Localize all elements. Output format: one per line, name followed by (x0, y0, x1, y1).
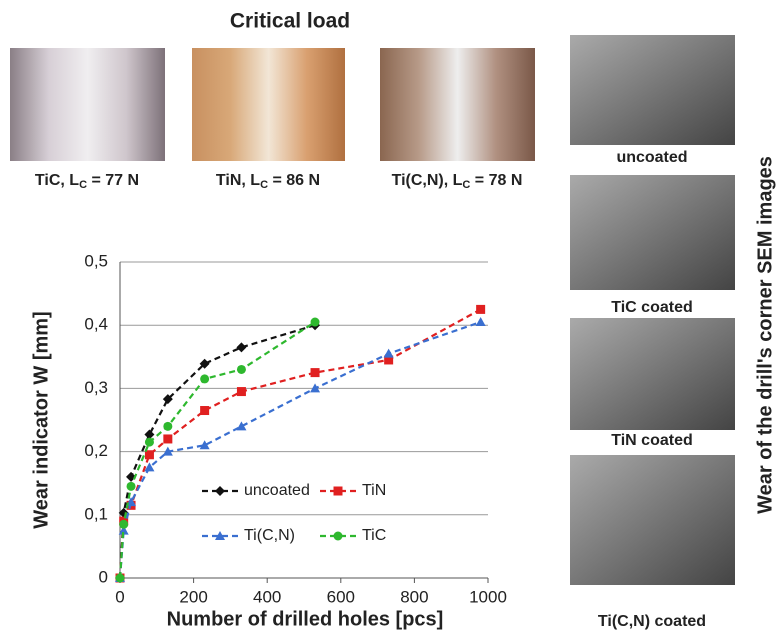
caption-subscript: C (462, 179, 470, 191)
data-point (311, 318, 320, 327)
legend-label: TiC (362, 527, 386, 544)
legend-marker (334, 532, 343, 541)
data-point (145, 438, 154, 447)
data-point (200, 406, 209, 415)
caption-text: = 86 N (268, 172, 320, 189)
figure: Critical load TiC, LC = 77 NTiN, LC = 86… (0, 0, 781, 634)
data-point (476, 317, 486, 326)
data-point (311, 368, 320, 377)
sem-image (570, 455, 735, 585)
data-point (384, 349, 394, 358)
legend-label: Ti(C,N) (244, 527, 295, 544)
data-point (163, 434, 172, 443)
x-tick-label: 800 (400, 587, 428, 606)
legend-marker (215, 486, 225, 496)
scratch-caption: TiN, LC = 86 N (216, 172, 320, 191)
y-tick-label: 0,1 (84, 504, 108, 523)
scratch-caption: TiC, LC = 77 N (35, 172, 139, 191)
header-title: Critical load (230, 10, 350, 33)
x-tick-label: 1000 (469, 587, 507, 606)
scratch-image (192, 48, 345, 161)
data-point (119, 520, 128, 529)
caption-subscript: C (79, 179, 87, 191)
data-point (476, 305, 485, 314)
sem-caption: Ti(C,N) coated (598, 613, 706, 630)
legend-marker (334, 487, 343, 496)
x-tick-label: 600 (327, 587, 355, 606)
legend-label: TiN (362, 482, 386, 499)
scratch-image (10, 48, 165, 161)
caption-subscript: C (260, 179, 268, 191)
caption-text: TiN, L (216, 172, 260, 189)
scratch-image (380, 48, 535, 161)
sem-caption: TiC coated (611, 299, 693, 316)
x-tick-label: 200 (179, 587, 207, 606)
data-point (200, 374, 209, 383)
caption-text: = 77 N (87, 172, 139, 189)
x-tick-label: 0 (115, 587, 124, 606)
data-point (116, 574, 125, 583)
y-tick-label: 0,3 (84, 378, 108, 397)
sem-caption: uncoated (616, 149, 687, 166)
data-point (236, 342, 246, 352)
y-tick-label: 0,4 (84, 315, 108, 334)
sem-image (570, 175, 735, 290)
x-axis-label: Number of drilled holes [pcs] (167, 608, 444, 630)
data-point (237, 387, 246, 396)
data-point (127, 482, 136, 491)
data-point (236, 421, 246, 430)
scratch-caption: Ti(C,N), LC = 78 N (392, 172, 523, 191)
sem-image (570, 318, 735, 430)
sem-caption: TiN coated (611, 432, 693, 449)
y-tick-label: 0,5 (84, 251, 108, 270)
sem-image (570, 35, 735, 145)
x-tick-label: 400 (253, 587, 281, 606)
caption-text: = 78 N (470, 172, 522, 189)
data-point (163, 422, 172, 431)
legend-label: uncoated (244, 482, 310, 499)
series-line (120, 322, 481, 578)
y-tick-label: 0 (99, 567, 108, 586)
data-point (237, 365, 246, 374)
sem-title: Wear of the drill's corner SEM images (754, 156, 776, 514)
y-axis-label: Wear indicator W [mm] (30, 311, 52, 528)
y-tick-label: 0,2 (84, 441, 108, 460)
series-line (120, 309, 481, 578)
caption-text: TiC, L (35, 172, 79, 189)
caption-text: Ti(C,N), L (392, 172, 463, 189)
